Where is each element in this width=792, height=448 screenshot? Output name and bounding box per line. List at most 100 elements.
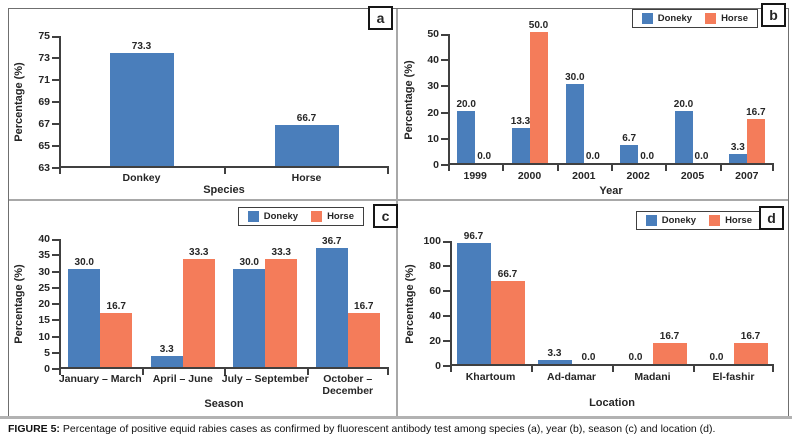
x-axis-tick (224, 369, 226, 375)
plot-area: 63 65 67 69 71 73 75 73.3 Donkey 66.7 Horse Species (38, 30, 389, 196)
category-label: 2001 (572, 170, 596, 182)
bar-value-label: 20.0 (673, 99, 694, 110)
x-axis-tick (612, 366, 614, 372)
x-axis-tick (719, 165, 722, 171)
bar-value-label: 0.0 (477, 151, 492, 162)
bar-january-march-doneky (68, 269, 101, 367)
x-axis-title: Season (204, 398, 244, 410)
y-axis-tick (52, 368, 59, 370)
y-axis-tick (52, 79, 59, 81)
bar-madani-horse (652, 343, 687, 364)
bar-october-december-horse (347, 313, 380, 367)
x-axis-title: Species (203, 184, 245, 196)
y-axis-tick-label: 75 (38, 30, 50, 42)
y-axis-tick (441, 164, 448, 166)
bar-2001-doneky (565, 84, 584, 163)
x-axis-line (450, 364, 774, 366)
y-axis-title: Percentage (%) (404, 263, 416, 344)
category-label: Ad-damar (546, 371, 596, 383)
y-axis-tick (52, 254, 59, 257)
y-axis-tick (52, 36, 59, 38)
y-axis-tick (443, 365, 450, 367)
x-axis-tick (502, 165, 505, 171)
legend-label: Doneky (657, 13, 693, 24)
caption-label: FIGURE 5: (8, 423, 60, 435)
bar-value-label: 50.0 (528, 20, 549, 31)
legend-label: Horse (721, 13, 748, 24)
x-axis-tick (387, 369, 389, 375)
category-label: January – March (58, 373, 142, 385)
x-axis-tick (450, 366, 452, 372)
bar-2007-horse (746, 119, 765, 163)
y-axis-tick-label: 69 (38, 96, 50, 108)
bar-value-label: 0.0 (640, 151, 655, 162)
bar-ad-damar-doneky (537, 360, 572, 364)
y-axis-tick (443, 315, 450, 317)
bar-value-label: 16.7 (354, 301, 374, 312)
bar-horse (274, 125, 339, 166)
category-label: 2005 (680, 170, 705, 182)
bar-donkey (109, 53, 174, 166)
category-label: Horse (291, 172, 322, 184)
y-axis-tick-label: 30 (427, 80, 439, 93)
plot-area: 0 5 10 15 20 25 30 35 40 30.0 16.7 January – March 3… (38, 233, 389, 410)
bar-value-label: 3.3 (730, 142, 745, 153)
y-axis-tick-label: 73 (38, 52, 50, 64)
bar-khartoum-horse (490, 281, 525, 364)
bar-value-label: 30.0 (74, 257, 94, 268)
y-axis-tick-label: 50 (427, 28, 439, 40)
panel-letter-b: b (761, 3, 786, 27)
y-axis-tick-label: 35 (38, 249, 50, 262)
panel-d: Percentage (%) 0 20 40 60 80 100 96.7 66.7 Kharto… (398, 201, 788, 416)
y-axis-tick-label: 5 (44, 346, 50, 359)
y-axis-tick (52, 319, 59, 322)
x-axis-tick (772, 366, 774, 372)
bar-value-label: 0.0 (628, 352, 643, 363)
bar-value-label: 13.3 (510, 116, 531, 127)
bar-january-march-horse (100, 313, 133, 367)
y-axis-tick-label: 40 (429, 310, 441, 322)
plot-area: 0 20 40 60 80 100 96.7 66.7 Khartoum 3.3 0.0 Ad-dam… (423, 231, 774, 409)
bar-2000-horse (529, 32, 548, 163)
y-axis-tick (52, 145, 59, 147)
y-axis-tick-label: 15 (38, 314, 50, 327)
category-label: April – June (152, 373, 213, 385)
bar-2007-doneky (728, 154, 747, 163)
y-axis-tick-label: 65 (38, 140, 50, 152)
bar-value-label: 0.0 (709, 352, 724, 363)
x-axis-tick (693, 366, 695, 372)
bar-khartoum-doneky (456, 243, 491, 364)
category-label: July – September (221, 373, 309, 385)
y-axis-tick (443, 290, 450, 292)
x-axis-tick (772, 165, 774, 171)
y-axis-tick (441, 85, 448, 88)
bar-2002-doneky (620, 145, 639, 163)
category-label: 1999 (463, 170, 487, 182)
y-axis-tick-label: 0 (44, 363, 50, 375)
y-axis-tick-label: 20 (427, 106, 439, 119)
y-axis-tick-label: 40 (38, 233, 50, 245)
bar-value-label: 0.0 (581, 352, 596, 363)
legend-swatch-donkey (247, 211, 259, 222)
x-axis-tick (448, 165, 450, 171)
y-axis-tick (52, 101, 59, 103)
bar-value-label: 66.7 (296, 113, 317, 124)
legend-swatch-horse (311, 211, 323, 222)
bar-value-label: 3.3 (547, 348, 562, 359)
bar-july-september-horse (265, 259, 298, 367)
y-axis-tick (443, 265, 450, 267)
bar-value-label: 0.0 (694, 151, 709, 162)
category-label: Madani (634, 371, 671, 383)
legend-item-donkey: Doneky (645, 215, 696, 226)
bar-value-label: 73.3 (131, 41, 152, 52)
y-axis-tick (441, 137, 448, 140)
y-axis-tick (441, 59, 448, 62)
y-axis-tick (443, 340, 450, 342)
legend: Doneky Horse (631, 9, 758, 28)
bar-value-label: 20.0 (456, 99, 476, 110)
y-axis-tick-label: 60 (429, 285, 441, 297)
y-axis-tick (441, 34, 448, 36)
y-axis-tick (52, 351, 59, 354)
y-axis-tick-label: 10 (427, 132, 439, 145)
bar-value-label: 16.7 (746, 107, 766, 118)
